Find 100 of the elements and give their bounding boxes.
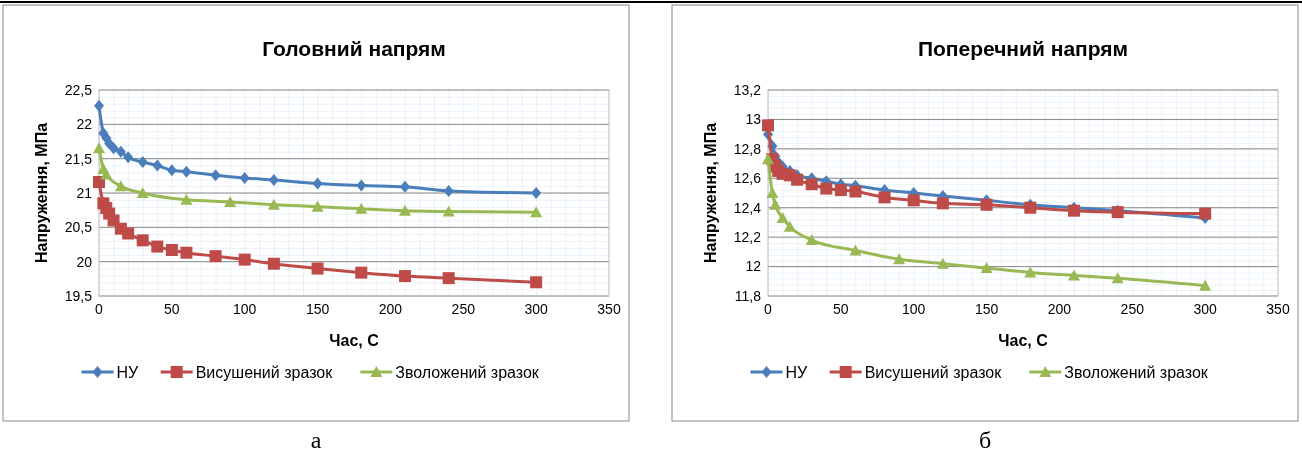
point [762,153,774,165]
point [137,156,148,169]
point [311,262,324,275]
point [312,177,323,190]
point [834,184,847,197]
point [1199,207,1212,220]
x-tick-label: 50 [164,301,180,317]
point [907,194,920,207]
point [893,253,906,265]
point [530,276,543,289]
point [165,243,178,256]
point [849,244,862,256]
text: а [310,427,322,453]
point [399,204,411,216]
point [166,164,177,177]
legend-label: НУ [785,363,809,381]
chart-title: Поперечний напрям [917,37,1129,60]
legend-label: Зволожений зразок [1064,363,1209,381]
point [136,234,149,247]
point [791,173,804,186]
point [152,159,163,172]
point [442,272,455,285]
point [805,178,818,191]
y-tick-label: 20,5 [64,219,93,236]
point [122,227,135,240]
point [239,171,250,184]
point [267,257,280,270]
point [355,266,368,279]
x-axis-title: Час, С [329,332,380,349]
point [108,142,119,155]
point [100,168,113,180]
y-tick-label: 21 [76,184,93,201]
y-tick-label: 13,2 [733,81,762,98]
point [820,182,833,195]
x-tick-label: 250 [1120,301,1145,317]
x-tick-label: 100 [233,301,257,317]
x-tick-label: 100 [902,301,926,317]
point [181,165,192,178]
point [136,187,149,198]
point [1024,266,1037,278]
point [311,200,324,212]
x-tick-label: 300 [524,301,549,317]
point [805,234,818,246]
point [849,185,862,198]
point [1111,272,1124,284]
point [769,198,782,210]
y-tick-label: 12 [745,258,762,275]
point [1068,269,1080,281]
point [936,197,949,210]
point [400,180,410,193]
point [210,169,221,182]
point [530,206,543,218]
y-tick-label: 12,6 [733,170,762,187]
y-tick-label: 13 [745,111,762,128]
point [356,179,367,192]
x-tick-label: 150 [305,301,330,317]
point [1199,279,1212,291]
x-tick-label: 200 [378,301,403,317]
y-axis-title: Напруження, МПа [702,122,719,264]
point [980,262,993,274]
x-tick-label: 0 [95,301,104,317]
y-tick-label: 12,2 [733,229,762,246]
point [399,270,411,283]
x-tick-label: 350 [1266,301,1290,317]
y-tick-label: 12,8 [733,140,762,157]
y-tick-label: 20 [76,253,93,270]
point [268,173,279,186]
x-tick-label: 300 [1193,301,1218,317]
legend-label: Зволожений зразок [395,363,540,381]
point [267,198,280,210]
point [94,99,104,112]
x-tick-label: 0 [764,301,773,317]
point [776,212,789,224]
y-tick-label: 21,5 [64,150,93,167]
y-tick-label: 11,8 [734,287,762,304]
text: б [978,427,992,453]
point [355,202,368,214]
x-axis-title: Час, С [998,332,1049,349]
y-tick-label: 19,5 [64,287,93,304]
point [878,191,891,204]
point [531,187,542,199]
x-tick-label: 200 [1047,301,1072,317]
x-tick-label: 350 [597,301,621,317]
y-axis-title: Напруження, МПа [33,122,50,264]
x-tick-label: 50 [833,301,849,317]
point [442,205,455,217]
point [980,198,993,211]
y-tick-label: 22,5 [64,81,93,98]
x-tick-label: 150 [974,301,999,317]
point [93,142,105,154]
point [123,151,134,164]
point [238,253,251,266]
point [93,176,105,189]
point [114,180,127,192]
point [224,195,237,207]
point [151,240,164,253]
y-tick-label: 22 [76,116,93,133]
point [180,246,193,259]
point [209,250,222,263]
legend-label: Висушений зразок [195,363,334,381]
